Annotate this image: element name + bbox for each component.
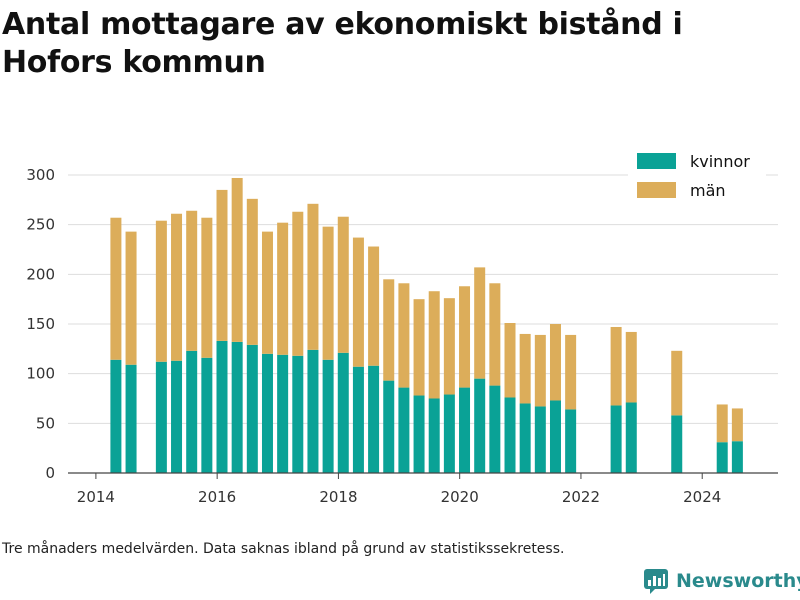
y-tick-label: 100 bbox=[26, 365, 55, 383]
bar-kvinnor bbox=[504, 397, 516, 473]
bar-man bbox=[534, 334, 546, 407]
bar-man bbox=[231, 177, 243, 342]
bar-kvinnor bbox=[716, 442, 728, 473]
bar-man bbox=[565, 334, 577, 410]
bar-man bbox=[731, 408, 743, 442]
bar-man bbox=[489, 283, 501, 386]
bar-man bbox=[474, 267, 486, 379]
bar-kvinnor bbox=[368, 365, 380, 473]
bar-kvinnor bbox=[352, 366, 364, 473]
bar-man bbox=[443, 298, 455, 395]
bar-kvinnor bbox=[155, 361, 167, 473]
bar-kvinnor bbox=[549, 400, 561, 473]
bar-kvinnor bbox=[261, 353, 273, 473]
bar-man bbox=[459, 286, 471, 388]
bar-man bbox=[610, 326, 622, 406]
brand-name: Newsworthy bbox=[676, 570, 800, 592]
bar-kvinnor bbox=[201, 357, 213, 473]
bar-kvinnor bbox=[474, 378, 486, 473]
legend: kvinnor män bbox=[628, 146, 766, 206]
bar-man bbox=[186, 210, 198, 351]
bar-man bbox=[716, 404, 728, 443]
bar-kvinnor bbox=[398, 387, 410, 473]
y-tick-label: 50 bbox=[36, 414, 55, 432]
bar-kvinnor bbox=[671, 415, 683, 473]
brand-logo: Newsworthy bbox=[643, 568, 800, 594]
bar-man bbox=[337, 216, 349, 353]
bar-man bbox=[352, 237, 364, 367]
bar-man bbox=[171, 213, 183, 361]
bar-kvinnor bbox=[231, 341, 243, 473]
bar-man bbox=[261, 231, 273, 354]
y-tick-label: 150 bbox=[26, 315, 55, 333]
x-tick-label: 2020 bbox=[441, 488, 479, 506]
bar-man bbox=[125, 231, 137, 365]
bar-kvinnor bbox=[307, 349, 319, 473]
bar-kvinnor bbox=[383, 380, 395, 473]
bar-man bbox=[671, 350, 683, 416]
bar-man bbox=[413, 299, 425, 396]
legend-swatch-kvinnor bbox=[637, 153, 676, 169]
y-tick-label: 200 bbox=[26, 265, 55, 283]
chart-title: Antal mottagare av ekonomiskt bistånd i … bbox=[2, 7, 683, 80]
bar-man bbox=[549, 324, 561, 401]
bar-kvinnor bbox=[565, 409, 577, 473]
bar-man bbox=[216, 189, 228, 341]
bar-kvinnor bbox=[428, 398, 440, 473]
bar-kvinnor bbox=[534, 406, 546, 473]
bar-kvinnor bbox=[322, 359, 334, 473]
axes: 0 50 100 150 200 250 300 2014 2016 2018 2020 2022 20… bbox=[26, 166, 778, 506]
legend-label-kvinnor: kvinnor bbox=[690, 152, 750, 171]
bar-man bbox=[398, 283, 410, 388]
bar-man bbox=[110, 217, 122, 360]
bar-kvinnor bbox=[413, 395, 425, 473]
bar-man bbox=[383, 279, 395, 381]
x-tick-label: 2014 bbox=[77, 488, 115, 506]
y-tick-label: 300 bbox=[26, 166, 55, 184]
bar-kvinnor bbox=[186, 350, 198, 473]
bar-kvinnor bbox=[337, 352, 349, 473]
legend-swatch-man bbox=[637, 182, 676, 198]
bar-kvinnor bbox=[459, 387, 471, 473]
y-tick-label: 0 bbox=[45, 464, 55, 482]
x-tick-label: 2018 bbox=[319, 488, 357, 506]
x-tick-label: 2016 bbox=[198, 488, 236, 506]
bar-man bbox=[428, 291, 440, 399]
x-tick-label: 2022 bbox=[562, 488, 600, 506]
y-tick-label: 250 bbox=[26, 216, 55, 234]
bar-man bbox=[519, 333, 531, 404]
bar-kvinnor bbox=[277, 354, 289, 473]
bar-kvinnor bbox=[171, 360, 183, 473]
bar-kvinnor bbox=[625, 402, 637, 473]
bar-kvinnor bbox=[610, 405, 622, 473]
bar-kvinnor bbox=[246, 344, 258, 473]
bar-man bbox=[277, 222, 289, 355]
bar-kvinnor bbox=[110, 359, 122, 473]
bar-kvinnor bbox=[489, 385, 501, 473]
bar-man bbox=[625, 331, 637, 403]
x-tick-label: 2024 bbox=[683, 488, 721, 506]
legend-label-man: män bbox=[690, 181, 726, 200]
bar-man bbox=[368, 246, 380, 366]
bar-man bbox=[246, 198, 258, 345]
bar-man bbox=[322, 226, 334, 360]
bar-man bbox=[307, 203, 319, 350]
bar-man bbox=[292, 211, 304, 356]
bar-kvinnor bbox=[216, 340, 228, 473]
bar-man bbox=[504, 323, 516, 398]
bar-man bbox=[155, 220, 167, 362]
bar-man bbox=[201, 217, 213, 358]
bars bbox=[110, 177, 743, 473]
chart-caption: Tre månaders medelvärden. Data saknas ib… bbox=[2, 541, 565, 557]
bar-kvinnor bbox=[292, 355, 304, 473]
bar-kvinnor bbox=[125, 364, 137, 473]
bar-kvinnor bbox=[443, 394, 455, 473]
newsworthy-logo-icon bbox=[644, 569, 668, 594]
bar-kvinnor bbox=[519, 403, 531, 473]
bar-kvinnor bbox=[731, 441, 743, 473]
